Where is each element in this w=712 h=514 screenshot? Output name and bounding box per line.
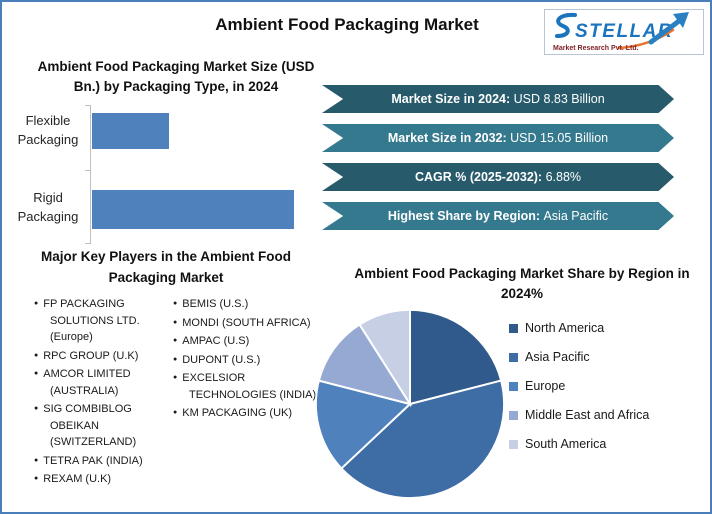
legend-item: Europe	[509, 379, 649, 393]
legend-label: South America	[525, 437, 607, 451]
highlight-label: Market Size in 2032:	[387, 131, 507, 145]
highlight-banner: Market Size in 2032: USD 15.05 Billion	[322, 124, 674, 152]
bar-rigid-packaging	[92, 190, 294, 229]
axis-tick	[85, 105, 90, 106]
key-player-item: FP PACKAGING SOLUTIONS LTD. (Europe)	[26, 296, 164, 346]
key-player-item: EXCELSIOR TECHNOLOGIES (INDIA)	[165, 370, 317, 403]
logo-orange-swoosh-icon	[617, 28, 675, 50]
pie-slice-asia-pacific	[340, 379, 506, 499]
legend-label: North America	[525, 321, 605, 335]
key-player-item: REXAM (U.K)	[26, 471, 164, 488]
legend-marker	[509, 410, 518, 420]
axis-tick	[85, 170, 90, 171]
stellar-logo-graphic: STELLAR Market Research Pvt. Ltd.	[553, 12, 689, 52]
key-player-item: TETRA PAK (INDIA)	[26, 453, 164, 470]
bar-chart-title: Ambient Food Packaging Market Size (USD …	[37, 59, 315, 94]
highlight-label: Highest Share by Region:	[387, 209, 540, 223]
legend-label: Europe	[525, 379, 566, 393]
key-player-item: DUPONT (U.S.)	[165, 352, 317, 369]
key-player-item: AMCOR LIMITED (AUSTRALIA)	[26, 366, 164, 399]
pie-chart	[312, 306, 508, 502]
pie-legend: North America Asia Pacific Europe Middle Ea…	[509, 321, 649, 466]
highlight-banner: CAGR % (2025-2032): 6.88%	[322, 163, 674, 191]
pie-slice-south-america	[358, 308, 411, 408]
logo-brand-text: STELLAR	[575, 21, 673, 42]
highlight-value: Asia Pacific	[540, 209, 609, 223]
axis-tick	[85, 243, 90, 244]
legend-marker	[509, 439, 518, 449]
key-player-item: SIG COMBIBLOG OBEIKAN (SWITZERLAND)	[26, 401, 164, 451]
legend-marker	[509, 381, 518, 391]
page-title: Ambient Food Packaging Market	[215, 15, 479, 34]
key-player-item: KM PACKAGING (UK)	[165, 405, 317, 422]
key-players-heading: Major Key Players in the Ambient Food Pa…	[40, 249, 292, 285]
key-player-item: RPC GROUP (U.K)	[26, 348, 164, 365]
legend-item: Middle East and Africa	[509, 408, 649, 422]
pie-svg	[314, 308, 506, 499]
players-col-2: BEMIS (U.S.) MONDI (SOUTH AFRICA)AMPAC (U…	[165, 296, 317, 424]
bar-category-label-flexible: Flexible Packaging	[17, 113, 79, 147]
pie-chart-title: Ambient Food Packaging Market Share by R…	[354, 266, 690, 301]
highlight-banner: Highest Share by Region: Asia Pacific	[322, 202, 674, 230]
players-col-1: FP PACKAGING SOLUTIONS LTD. (Europe) RPC …	[26, 296, 164, 490]
logo-arrow-icon	[648, 18, 682, 45]
pie-slice-north-america	[409, 308, 503, 406]
highlight-label: Market Size in 2024:	[391, 92, 511, 106]
highlight-value: 6.88%	[542, 170, 582, 184]
key-player-item: AMPAC (U.S)	[165, 333, 317, 350]
legend-marker	[509, 323, 518, 333]
stellar-logo: STELLAR Market Research Pvt. Ltd.	[544, 9, 704, 55]
legend-item: South America	[509, 437, 649, 451]
legend-marker	[509, 352, 518, 362]
bar-category-label-rigid: Rigid Packaging	[17, 190, 79, 224]
legend-item: Asia Pacific	[509, 350, 649, 364]
bar-flexible-packaging	[92, 113, 169, 149]
highlight-value: USD 15.05 Billion	[506, 131, 609, 145]
pie-slice-europe	[314, 379, 412, 470]
logo-arrowhead-icon	[673, 12, 689, 28]
highlight-banner: Market Size in 2024: USD 8.83 Billion	[322, 85, 674, 113]
highlight-value: USD 8.83 Billion	[510, 92, 605, 106]
legend-label: Middle East and Africa	[525, 408, 650, 422]
highlight-banners: Market Size in 2024: USD 8.83 Billion Mar…	[322, 85, 674, 241]
bar-chart-axis	[90, 105, 91, 244]
legend-item: North America	[509, 321, 649, 335]
key-player-item: BEMIS (U.S.)	[165, 296, 317, 313]
key-player-item: MONDI (SOUTH AFRICA)	[165, 315, 317, 332]
legend-label: Asia Pacific	[525, 350, 590, 364]
logo-s-swoosh-icon	[555, 12, 577, 38]
highlight-label: CAGR % (2025-2032):	[414, 170, 543, 184]
pie-slice-middle-east-and-africa	[317, 323, 413, 406]
logo-tagline: Market Research Pvt. Ltd.	[553, 45, 639, 52]
